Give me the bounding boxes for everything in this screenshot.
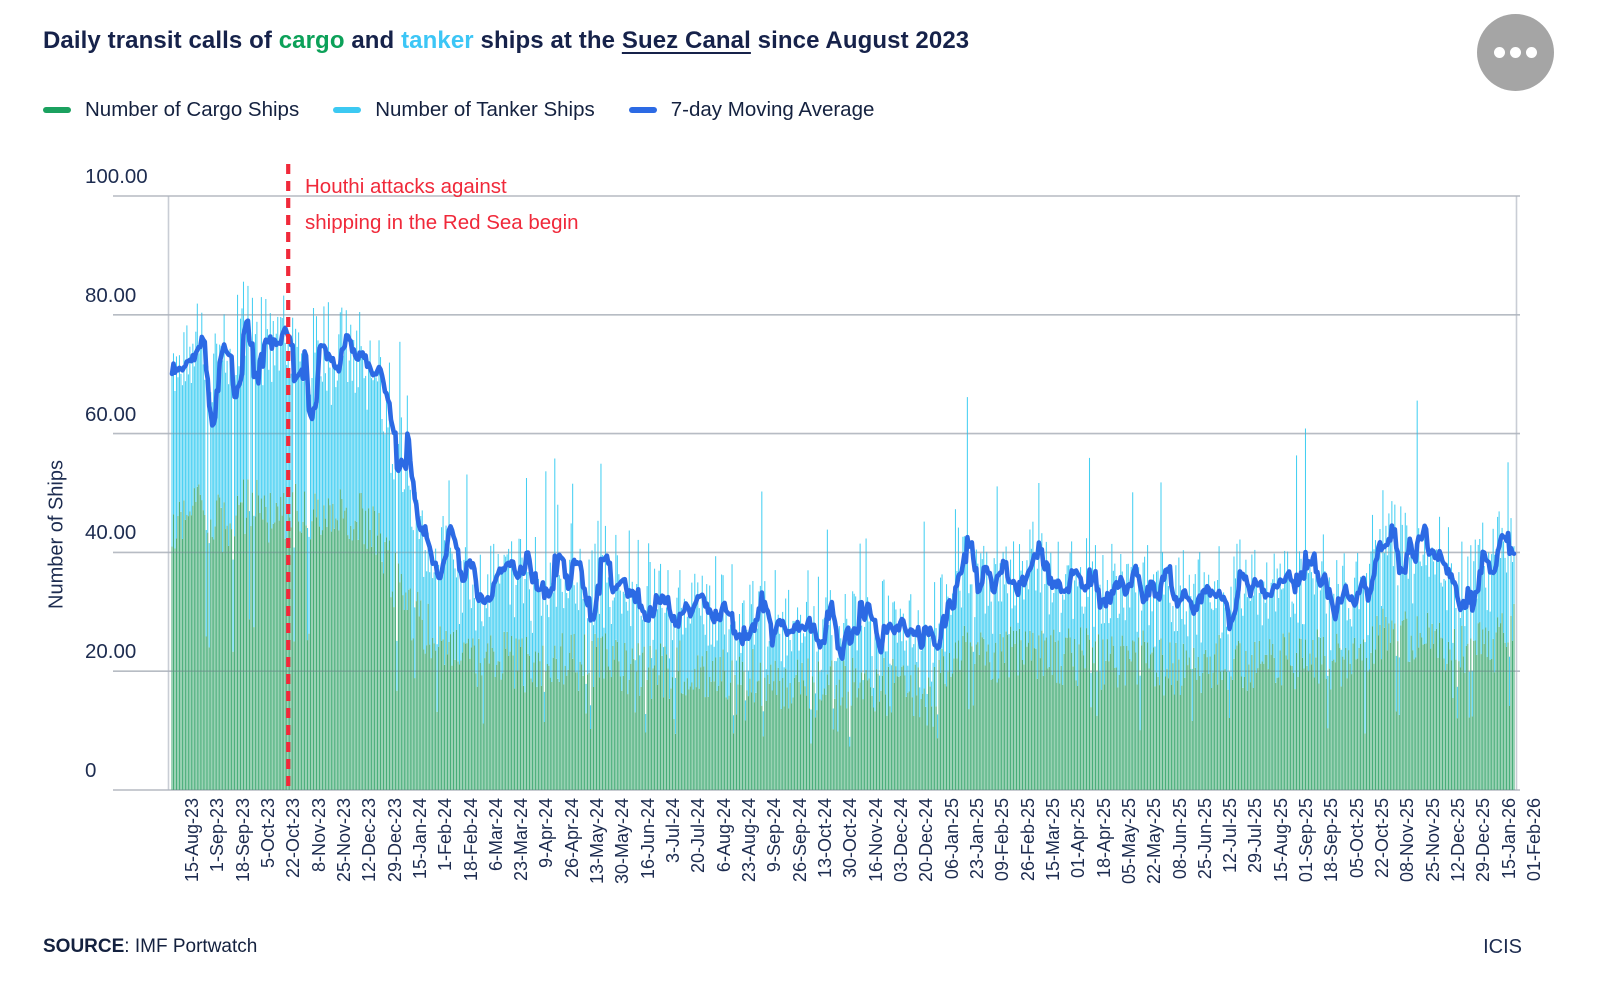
title-segment: since August 2023 [750, 27, 970, 54]
brand-label: ICIS [1483, 936, 1522, 958]
y-axis-title: Number of Ships [45, 460, 68, 609]
x-tick-label: 12-Dec-25 [1448, 798, 1469, 883]
x-tick-label: 9-Apr-24 [536, 798, 557, 869]
x-tick-label: 3-Jul-24 [663, 798, 684, 864]
chart-legend: Number of Cargo Ships Number of Tanker Sh… [43, 98, 874, 122]
x-tick-label: 12-Jul-25 [1220, 798, 1241, 874]
x-tick-label: 1-Feb-24 [435, 798, 456, 872]
x-tick-label: 18-Sep-23 [232, 798, 253, 883]
source-label: SOURCE [43, 936, 125, 957]
legend-item: 7-day Moving Average [628, 98, 875, 122]
y-tick-label: 20.00 [85, 640, 137, 664]
title-segment: cargo [278, 27, 345, 54]
plot-area [113, 164, 1520, 791]
x-tick-label: 15-Aug-23 [182, 798, 202, 883]
x-tick-label: 26-Feb-25 [1017, 798, 1038, 882]
more-options-button[interactable] [1477, 14, 1554, 91]
x-tick-label: 29-Dec-25 [1473, 798, 1494, 883]
x-tick-label: 29-Jul-25 [1245, 798, 1266, 874]
x-tick-label: 09-Feb-25 [992, 798, 1013, 882]
chart-title: Daily transit calls of cargo and tanker … [43, 27, 969, 55]
x-tick-label: 6-Mar-24 [485, 798, 506, 872]
title-segment: tanker [401, 27, 474, 54]
x-tick-label: 6-Aug-24 [713, 798, 734, 873]
x-tick-label: 29-Dec-23 [384, 798, 405, 883]
x-tick-label: 05-Oct-25 [1346, 798, 1367, 879]
x-tick-label: 1-Sep-23 [207, 798, 228, 873]
moving-average-line [169, 318, 1517, 661]
x-tick-label: 5-Oct-23 [257, 798, 278, 869]
x-tick-label: 13-May-24 [587, 798, 608, 885]
y-tick-label: 40.00 [85, 521, 137, 545]
y-tick-label: 80.00 [85, 283, 137, 307]
x-tick-label: 08-Jun-25 [1169, 798, 1190, 880]
x-tick-label: 25-Jun-25 [1194, 798, 1215, 880]
x-tick-label: 06-Jan-25 [941, 798, 962, 880]
x-tick-label: 01-Apr-25 [1068, 798, 1089, 879]
x-tick-label: 03-Dec-24 [890, 798, 911, 883]
x-tick-label: 20-Jul-24 [688, 798, 709, 874]
source-value: : IMF Portwatch [124, 936, 258, 957]
title-segment: and [344, 27, 402, 54]
x-tick-label: 8-Nov-23 [308, 798, 329, 873]
x-tick-label: 23-Jan-25 [966, 798, 987, 880]
legend-swatch-icon [333, 107, 362, 113]
x-tick-label: 26-Apr-24 [561, 798, 582, 879]
x-tick-label: 25-Nov-25 [1422, 798, 1443, 883]
x-tick-label: 08-Nov-25 [1397, 798, 1418, 883]
x-tick-label: 9-Sep-24 [764, 798, 785, 873]
title-segment: Suez Canal [621, 27, 751, 54]
x-tick-label: 15-Aug-25 [1270, 798, 1291, 883]
houthi-annotation: Houthi attacks against shipping in the R… [305, 169, 579, 241]
legend-swatch-icon [628, 107, 657, 113]
x-tick-label: 22-Oct-23 [283, 798, 304, 879]
x-tick-label: 23-Aug-24 [739, 798, 760, 883]
y-tick-label: 60.00 [85, 402, 137, 426]
x-tick-label: 18-Sep-25 [1321, 798, 1342, 883]
x-tick-label: 01-Feb-26 [1524, 798, 1544, 882]
x-tick-label: 15-Jan-24 [409, 798, 430, 880]
x-tick-label: 16-Jun-24 [637, 798, 658, 880]
title-segment: ships at the [473, 27, 622, 54]
x-tick-label: 20-Dec-24 [916, 798, 937, 883]
legend-item: Number of Cargo Ships [43, 98, 299, 122]
x-tick-label: 05-May-25 [1118, 798, 1139, 885]
annotation-line-2: shipping in the Red Sea begin [305, 211, 579, 234]
legend-item: Number of Tanker Ships [333, 98, 595, 122]
source-line: SOURCE: IMF Portwatch [43, 936, 257, 958]
x-tick-label: 15-Jan-26 [1498, 798, 1519, 880]
legend-label: Number of Cargo Ships [85, 98, 300, 121]
x-tick-label: 25-Nov-23 [333, 798, 354, 883]
x-tick-label: 18-Apr-25 [1093, 798, 1114, 879]
annotation-line-1: Houthi attacks against [305, 175, 507, 198]
x-tick-label: 13-Oct-24 [815, 798, 836, 879]
legend-swatch-icon [43, 107, 71, 113]
legend-label: 7-day Moving Average [670, 98, 875, 121]
cargo-bars [171, 479, 1515, 790]
x-tick-label: 16-Nov-24 [865, 798, 886, 883]
x-tick-label: 15-Mar-25 [1042, 798, 1063, 882]
x-tick-label: 22-May-25 [1144, 798, 1165, 885]
x-tick-label: 18-Feb-24 [460, 798, 481, 882]
x-tick-label: 12-Dec-23 [359, 798, 380, 883]
x-tick-label: 22-Oct-25 [1372, 798, 1393, 879]
x-tick-label: 26-Sep-24 [789, 798, 810, 883]
x-tick-label: 30-May-24 [612, 798, 633, 885]
ellipsis-icon [1494, 47, 1505, 58]
legend-label: Number of Tanker Ships [375, 98, 595, 121]
x-tick-label: 30-Oct-24 [840, 798, 861, 879]
y-tick-label: 0 [85, 759, 97, 782]
y-tick-label: 100.00 [85, 165, 148, 188]
title-segment: Daily transit calls of [43, 27, 279, 54]
x-tick-label: 01-Sep-25 [1296, 798, 1317, 883]
x-tick-label: 23-Mar-24 [511, 798, 532, 882]
